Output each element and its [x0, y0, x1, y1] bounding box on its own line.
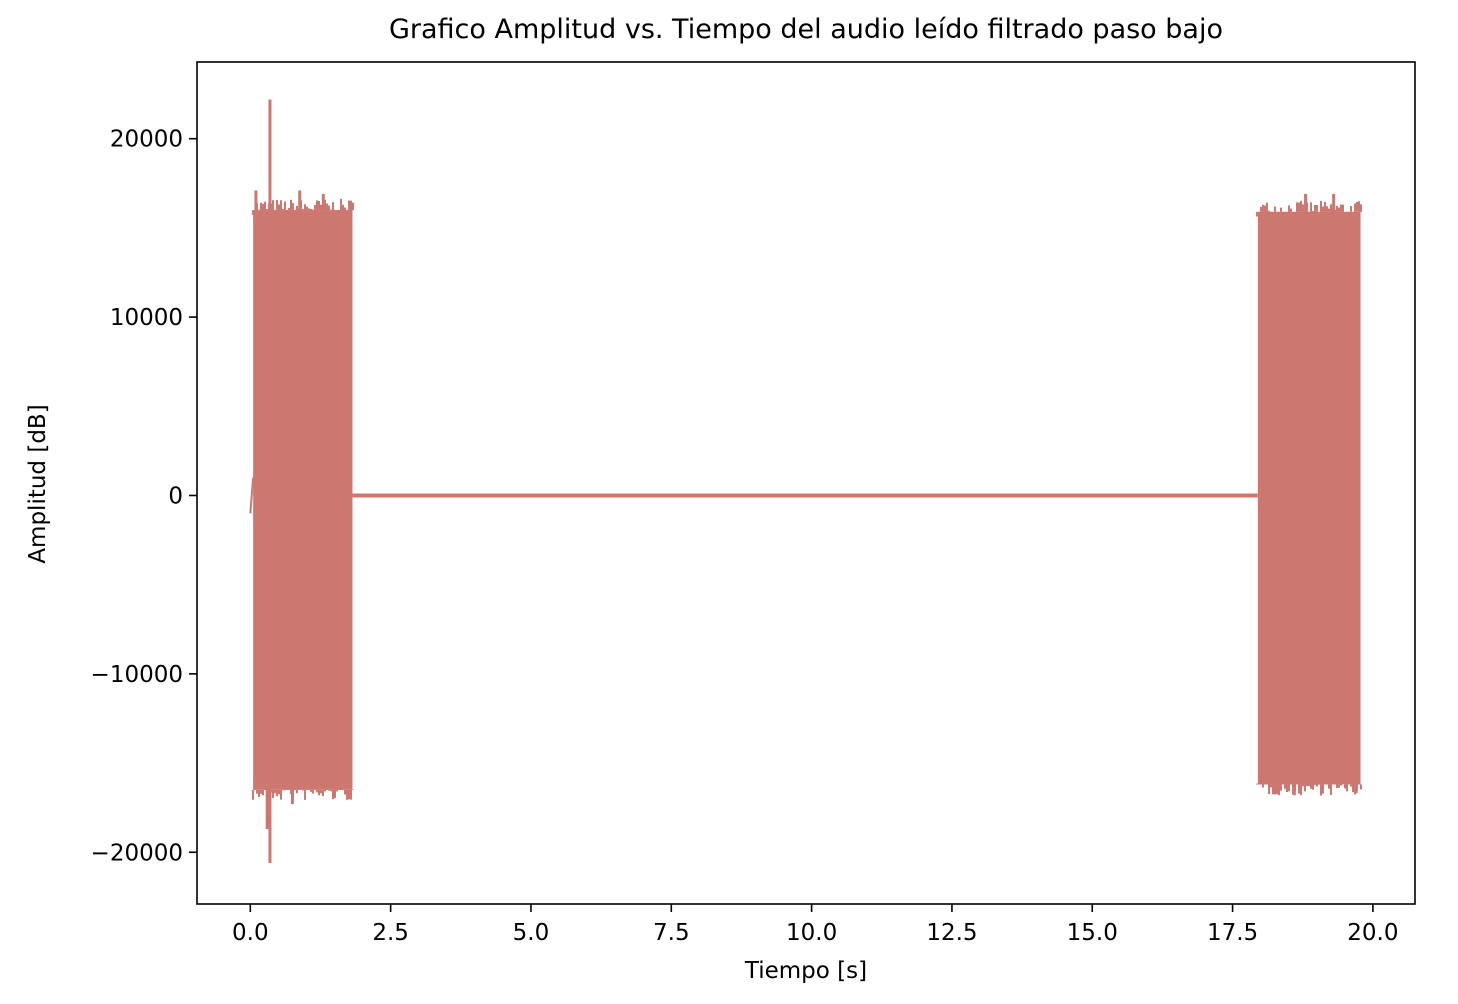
x-tick-label: 0.0: [232, 920, 269, 946]
y-tick-label: −20000: [91, 840, 183, 866]
y-tick-label: 10000: [110, 305, 183, 331]
waveform-envelope-bottom: [1256, 779, 1362, 796]
x-tick-label: 2.5: [372, 920, 409, 946]
y-tick-label: 20000: [110, 127, 183, 153]
waveform-burst: [253, 210, 353, 790]
chart-title: Grafico Amplitud vs. Tiempo del audio le…: [388, 14, 1223, 45]
x-tick-label: 17.5: [1207, 920, 1258, 946]
waveform-burst: [1257, 211, 1361, 785]
waveform-envelope-top: [1256, 200, 1362, 217]
plot-area: [249, 99, 1362, 863]
waveform-onset: [249, 477, 255, 514]
x-tick-label: 10.0: [786, 920, 837, 946]
waveform-envelope-bottom: [252, 785, 354, 800]
x-tick-label: 7.5: [653, 920, 690, 946]
x-tick-label: 15.0: [1067, 920, 1118, 946]
y-axis: 20000 10000 0 −10000 −20000: [91, 127, 197, 866]
y-tick-label: −10000: [91, 662, 183, 688]
axes-frame: [196, 61, 1416, 905]
x-axis-label: Tiempo [s]: [744, 958, 868, 984]
x-tick-label: 12.5: [926, 920, 977, 946]
x-axis: 0.0 2.5 5.0 7.5 10.0 12.5 15.0 17.5 20.0: [232, 904, 1399, 946]
y-axis-label: Amplitud [dB]: [25, 404, 51, 564]
x-tick-label: 20.0: [1347, 920, 1398, 946]
y-tick-label: 0: [168, 483, 183, 509]
waveform-envelope-top: [252, 198, 354, 215]
x-tick-label: 5.0: [513, 920, 550, 946]
